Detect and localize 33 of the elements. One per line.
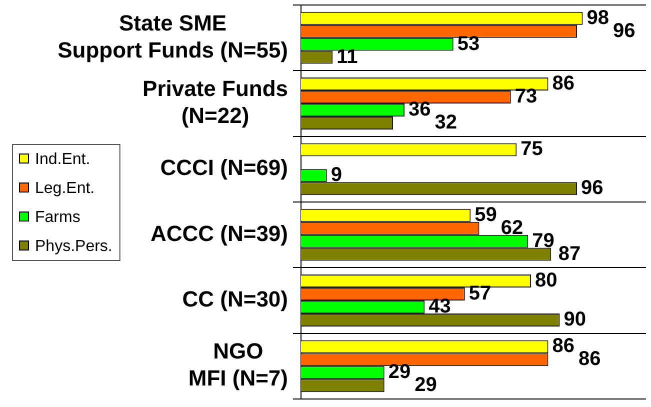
legend-label: Ind.Ent. [35, 150, 90, 168]
y-tick-label: CC (N=30) [182, 286, 288, 312]
legend-label: Phys.Pers. [35, 238, 112, 255]
data-label: 73 [514, 86, 538, 108]
data-label: 79 [532, 230, 554, 252]
legend-label: Leg.Ent. [35, 180, 95, 197]
data-label: 86 [552, 72, 574, 95]
data-label: 98 [586, 6, 609, 29]
data-label: 57 [468, 282, 492, 305]
y-tick-label: CCCI (N=69) [160, 155, 288, 180]
data-label: 53 [457, 32, 480, 55]
data-label: 96 [581, 177, 604, 200]
y-tick-label: State SME Support Funds (N=55) [58, 10, 288, 62]
y-tick-label: NGO MFI (N=7) [188, 338, 288, 391]
data-label: 43 [428, 296, 451, 318]
data-label: 86 [578, 348, 601, 370]
y-tick-label: Private Funds (N=22) [142, 76, 288, 128]
data-label: 80 [535, 270, 558, 292]
data-label: 62 [500, 216, 524, 239]
data-label: 11 [336, 46, 358, 68]
data-label: 32 [434, 111, 457, 134]
data-label: 9 [330, 164, 342, 186]
data-label: 75 [520, 138, 543, 160]
data-label: 29 [414, 374, 437, 396]
legend-label: Farms [35, 208, 80, 226]
data-label: 96 [612, 20, 636, 42]
data-label: 87 [558, 242, 581, 265]
y-tick-label: ACCC (N=39) [150, 220, 288, 246]
data-label: 29 [388, 361, 411, 384]
data-label: 90 [564, 308, 586, 330]
data-label: 59 [474, 204, 497, 226]
data-label: 36 [408, 98, 431, 120]
data-label: 86 [552, 335, 574, 358]
